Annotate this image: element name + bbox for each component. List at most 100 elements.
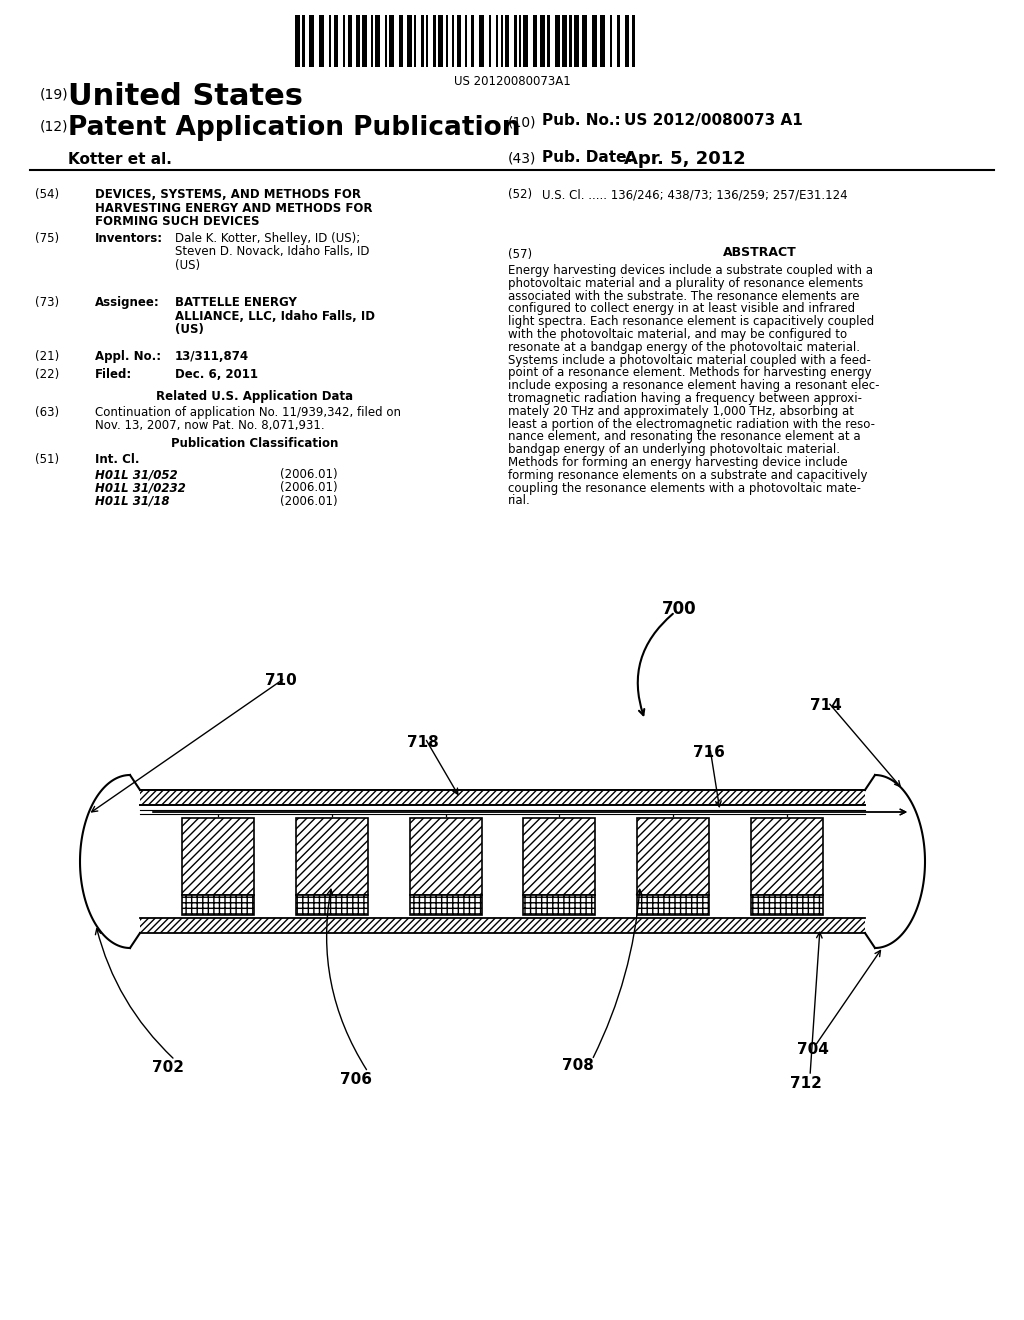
Text: Int. Cl.: Int. Cl. (95, 453, 139, 466)
Text: H01L 31/052: H01L 31/052 (95, 469, 177, 480)
Bar (632, 15, 635, 67)
Text: photovoltaic material and a plurality of resonance elements: photovoltaic material and a plurality of… (508, 277, 863, 290)
Bar (140, 789, 865, 805)
Text: FORMING SUCH DEVICES: FORMING SUCH DEVICES (95, 215, 259, 228)
Text: Related U.S. Application Data: Related U.S. Application Data (157, 389, 353, 403)
Text: (12): (12) (40, 120, 69, 135)
Bar (433, 15, 436, 67)
Bar (407, 15, 412, 67)
Bar (505, 15, 509, 67)
Bar (371, 15, 373, 67)
Text: (54): (54) (35, 187, 59, 201)
Text: mately 20 THz and approximately 1,000 THz, absorbing at: mately 20 THz and approximately 1,000 TH… (508, 405, 854, 418)
Text: Energy harvesting devices include a substrate coupled with a: Energy harvesting devices include a subs… (508, 264, 873, 277)
Text: 704: 704 (797, 1041, 828, 1057)
Text: 718: 718 (407, 735, 438, 750)
Text: Kotter et al.: Kotter et al. (68, 152, 172, 168)
Text: 700: 700 (662, 601, 696, 618)
Text: Systems include a photovoltaic material coupled with a feed-: Systems include a photovoltaic material … (508, 354, 870, 367)
Bar (296, 818, 368, 895)
Text: Inventors:: Inventors: (95, 232, 163, 246)
Text: (US): (US) (175, 259, 200, 272)
Text: Apr. 5, 2012: Apr. 5, 2012 (624, 150, 745, 168)
Bar (569, 15, 572, 67)
Bar (446, 15, 449, 67)
Text: ABSTRACT: ABSTRACT (723, 246, 797, 259)
Bar (182, 895, 254, 915)
Bar (523, 15, 528, 67)
Bar (562, 15, 567, 67)
Text: Pub. Date:: Pub. Date: (542, 150, 633, 165)
Text: (57): (57) (508, 248, 532, 261)
Text: (73): (73) (35, 296, 59, 309)
Text: DEVICES, SYSTEMS, AND METHODS FOR: DEVICES, SYSTEMS, AND METHODS FOR (95, 187, 361, 201)
Bar (348, 15, 352, 67)
Text: 702: 702 (152, 1060, 184, 1074)
Bar (295, 15, 300, 67)
Bar (479, 15, 484, 67)
Text: 706: 706 (340, 1072, 372, 1086)
Bar (457, 15, 461, 67)
Text: rial.: rial. (508, 495, 530, 507)
Text: (43): (43) (508, 152, 537, 166)
Text: 714: 714 (810, 698, 842, 713)
Bar (410, 895, 481, 915)
Text: 712: 712 (790, 1076, 822, 1092)
Text: Filed:: Filed: (95, 368, 132, 381)
Bar (362, 15, 367, 67)
Text: (75): (75) (35, 232, 59, 246)
Text: (63): (63) (35, 407, 59, 418)
Text: least a portion of the electromagnetic radiation with the reso-: least a portion of the electromagnetic r… (508, 417, 874, 430)
Text: Nov. 13, 2007, now Pat. No. 8,071,931.: Nov. 13, 2007, now Pat. No. 8,071,931. (95, 420, 325, 433)
Text: configured to collect energy in at least visible and infrared: configured to collect energy in at least… (508, 302, 855, 315)
Text: 13/311,874: 13/311,874 (175, 350, 249, 363)
Bar (140, 917, 865, 933)
Bar (534, 15, 537, 67)
Text: Patent Application Publication: Patent Application Publication (68, 115, 520, 141)
Text: nance element, and resonating the resonance element at a: nance element, and resonating the resona… (508, 430, 860, 444)
Bar (752, 818, 823, 895)
Text: H01L 31/0232: H01L 31/0232 (95, 482, 185, 495)
Bar (399, 15, 403, 67)
Text: tromagnetic radiation having a frequency between approxi-: tromagnetic radiation having a frequency… (508, 392, 862, 405)
Text: Pub. No.:: Pub. No.: (542, 114, 621, 128)
Bar (421, 15, 424, 67)
Bar (329, 15, 331, 67)
Bar (582, 15, 587, 67)
Text: (19): (19) (40, 88, 69, 102)
Bar (496, 15, 498, 67)
Text: Appl. No.:: Appl. No.: (95, 350, 161, 363)
Text: with the photovoltaic material, and may be configured to: with the photovoltaic material, and may … (508, 327, 847, 341)
Text: Continuation of application No. 11/939,342, filed on: Continuation of application No. 11/939,3… (95, 407, 401, 418)
Text: United States: United States (68, 82, 303, 111)
Bar (625, 15, 629, 67)
Text: (52): (52) (508, 187, 532, 201)
Text: (2006.01): (2006.01) (280, 469, 338, 480)
Bar (600, 15, 605, 67)
Text: US 20120080073A1: US 20120080073A1 (454, 75, 570, 88)
Text: 710: 710 (265, 673, 297, 688)
Bar (319, 15, 324, 67)
Bar (610, 15, 612, 67)
Bar (489, 15, 490, 67)
Bar (540, 15, 545, 67)
Bar (426, 15, 428, 67)
Bar (465, 15, 467, 67)
Text: (21): (21) (35, 350, 59, 363)
Text: (51): (51) (35, 453, 59, 466)
Text: associated with the substrate. The resonance elements are: associated with the substrate. The reson… (508, 289, 859, 302)
Bar (389, 15, 394, 67)
Bar (523, 818, 595, 895)
Bar (309, 15, 314, 67)
Text: forming resonance elements on a substrate and capacitively: forming resonance elements on a substrat… (508, 469, 867, 482)
Text: light spectra. Each resonance element is capacitively coupled: light spectra. Each resonance element is… (508, 315, 874, 329)
Bar (182, 818, 254, 895)
Text: (2006.01): (2006.01) (280, 482, 338, 495)
Text: (22): (22) (35, 368, 59, 381)
Text: ALLIANCE, LLC, Idaho Falls, ID: ALLIANCE, LLC, Idaho Falls, ID (175, 309, 375, 322)
Text: U.S. Cl. ..... 136/246; 438/73; 136/259; 257/E31.124: U.S. Cl. ..... 136/246; 438/73; 136/259;… (542, 187, 848, 201)
Text: Dale K. Kotter, Shelley, ID (US);: Dale K. Kotter, Shelley, ID (US); (175, 232, 360, 246)
Bar (334, 15, 338, 67)
Bar (452, 15, 454, 67)
Bar (501, 15, 503, 67)
